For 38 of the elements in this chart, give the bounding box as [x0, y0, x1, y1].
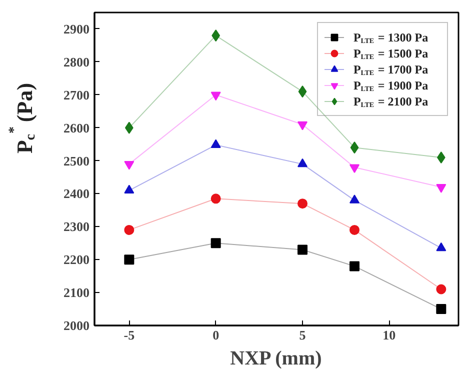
point: [350, 194, 360, 204]
y-tick-label: 2800: [64, 54, 90, 70]
point: [350, 142, 359, 154]
point: [124, 184, 134, 194]
y-tick-label: 2500: [64, 153, 90, 168]
point: [350, 224, 360, 235]
y-tick-label: 2200: [64, 252, 90, 268]
point: [210, 92, 221, 101]
point: [298, 244, 308, 255]
y-tick-label: 2600: [64, 120, 90, 136]
point: [124, 224, 134, 235]
point: [436, 304, 446, 314]
point: [298, 86, 307, 98]
point: [298, 121, 308, 130]
point: [124, 160, 134, 170]
point: [436, 242, 446, 252]
point: [350, 164, 360, 174]
x-tick-label: -5: [124, 328, 136, 342]
point: [210, 139, 221, 148]
y-tick-label: 2100: [64, 285, 90, 300]
point: [124, 254, 134, 265]
x-tick-label: 5: [299, 328, 306, 342]
point: [210, 238, 221, 248]
point: [436, 284, 446, 294]
y-axis-title: Pc* (Pa): [7, 82, 39, 154]
point: [436, 184, 446, 193]
y-tick-label: 2900: [64, 21, 90, 36]
x-tick-label: 0: [212, 328, 220, 342]
y-tick-label: 2300: [64, 219, 90, 234]
point: [350, 261, 360, 272]
x-axis-title: NXP (mm): [230, 348, 322, 370]
y-tick-label: 2700: [64, 87, 90, 102]
y-tick-label: 2000: [64, 318, 90, 333]
point: [298, 198, 308, 209]
y-tick-label: 2400: [64, 186, 90, 202]
point: [210, 194, 221, 204]
point: [298, 158, 308, 168]
x-tick-label: 10: [382, 328, 396, 342]
